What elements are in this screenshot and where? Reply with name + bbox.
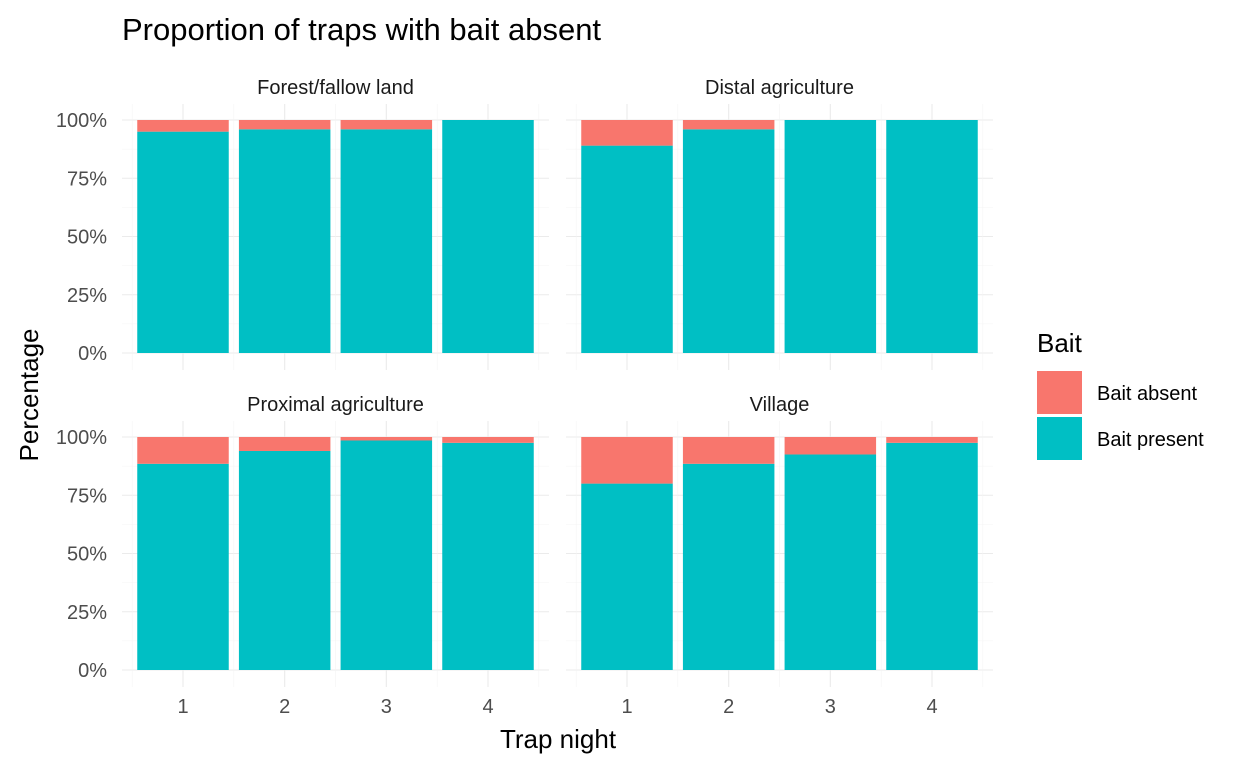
- facet-panel-forest-fallow-land: Forest/fallow land 0% 25% 50% 75% 100%: [56, 77, 549, 370]
- chart-title: Proportion of traps with bait absent: [122, 12, 601, 47]
- bar-bait-present-village-night-2: [682, 463, 775, 670]
- y-tick-label: 75%: [67, 168, 107, 190]
- bar-bait-present-distal-agriculture-night-2: [682, 129, 775, 353]
- bar-bait-present-village-night-3: [784, 454, 877, 670]
- bar-bait-absent-village-night-4: [886, 437, 978, 443]
- bar-bait-present-proximal-agriculture-night-1: [137, 463, 229, 670]
- x-axis-title: Trap night: [500, 724, 617, 754]
- y-tick-label: 100%: [56, 427, 107, 449]
- legend-key-bait-present: [1037, 417, 1082, 460]
- legend-title: Bait: [1037, 328, 1083, 358]
- legend-label-bait-present: Bait present: [1097, 429, 1204, 451]
- facet-panel-distal-agriculture: Distal agriculture: [566, 77, 993, 370]
- y-tick-label: 0%: [78, 660, 107, 682]
- bar-bait-present-proximal-agriculture-night-4: [442, 442, 534, 670]
- legend: Bait Bait absent Bait present: [1037, 328, 1204, 460]
- bar-bait-absent-proximal-agriculture-night-1: [137, 437, 229, 464]
- bar-bait-absent-proximal-agriculture-night-2: [238, 437, 331, 451]
- legend-items: Bait absent Bait present: [1037, 371, 1204, 460]
- bar-bait-present-forest-fallow-land-night-2: [238, 129, 331, 353]
- bar-bait-absent-village-night-3: [784, 437, 877, 455]
- bar-bait-absent-village-night-2: [682, 437, 775, 464]
- x-tick-label: 2: [279, 696, 290, 718]
- facet-label: Proximal agriculture: [247, 394, 424, 416]
- y-tick-label: 100%: [56, 110, 107, 132]
- bar-bait-present-distal-agriculture-night-4: [886, 120, 978, 353]
- bar-bait-present-distal-agriculture-night-1: [581, 145, 673, 353]
- y-axis-title: Percentage: [14, 329, 44, 462]
- x-tick-label: 3: [381, 696, 392, 718]
- bar-bait-absent-proximal-agriculture-night-3: [340, 437, 433, 441]
- x-tick-label: 4: [482, 696, 493, 718]
- legend-label-bait-absent: Bait absent: [1097, 383, 1198, 405]
- bar-bait-absent-forest-fallow-land-night-3: [340, 120, 433, 130]
- y-tick-label: 50%: [67, 227, 107, 249]
- facet-label: Forest/fallow land: [257, 77, 414, 99]
- facet-panel-village: Village 1 2 3 4: [566, 394, 993, 718]
- facet-label: Village: [750, 394, 810, 416]
- y-tick-label: 25%: [67, 602, 107, 624]
- bar-bait-present-forest-fallow-land-night-1: [137, 131, 229, 353]
- bar-bait-absent-forest-fallow-land-night-2: [238, 120, 331, 130]
- bar-bait-absent-village-night-1: [581, 437, 673, 484]
- x-tick-label: 1: [177, 696, 188, 718]
- facet-panel-proximal-agriculture: Proximal agriculture 0% 25% 50% 75% 100% 1 2 3 4: [56, 394, 549, 718]
- bar-bait-present-village-night-1: [581, 483, 673, 670]
- facet-panels: Forest/fallow land 0% 25% 50% 75% 100% Distal …: [56, 77, 993, 718]
- x-tick-label: 2: [723, 696, 734, 718]
- facet-label: Distal agriculture: [705, 77, 854, 99]
- bar-bait-present-village-night-4: [886, 442, 978, 670]
- y-tick-label: 50%: [67, 544, 107, 566]
- bar-bait-present-forest-fallow-land-night-3: [340, 129, 433, 353]
- legend-key-bait-absent: [1037, 371, 1082, 414]
- bar-bait-present-forest-fallow-land-night-4: [442, 120, 534, 353]
- bar-bait-present-proximal-agriculture-night-2: [238, 450, 331, 670]
- y-tick-label: 75%: [67, 485, 107, 507]
- bar-bait-present-distal-agriculture-night-3: [784, 120, 877, 353]
- y-tick-label: 0%: [78, 343, 107, 365]
- y-tick-label: 25%: [67, 285, 107, 307]
- bar-bait-absent-distal-agriculture-night-2: [682, 120, 775, 130]
- bar-bait-absent-forest-fallow-land-night-1: [137, 120, 229, 132]
- bar-bait-present-proximal-agriculture-night-3: [340, 440, 433, 670]
- x-tick-label: 4: [926, 696, 937, 718]
- x-tick-label: 1: [621, 696, 632, 718]
- x-tick-label: 3: [825, 696, 836, 718]
- bar-bait-absent-proximal-agriculture-night-4: [442, 437, 534, 443]
- bar-bait-absent-distal-agriculture-night-1: [581, 120, 673, 146]
